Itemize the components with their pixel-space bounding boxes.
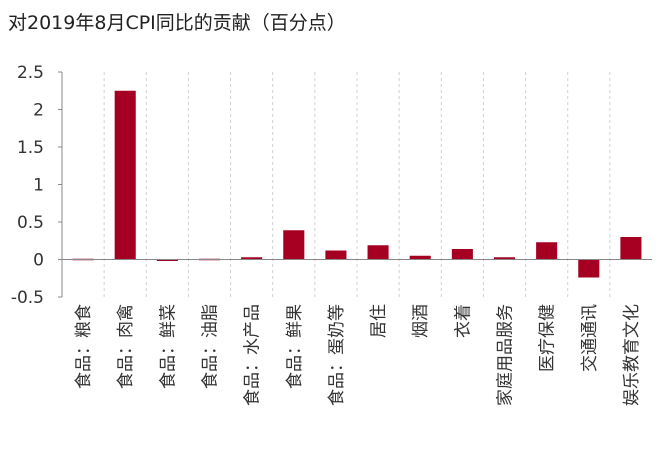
- y-tick-label: 0.5: [17, 213, 44, 233]
- bar: [620, 237, 642, 260]
- bar: [367, 245, 389, 260]
- x-category-label: 家庭用品服务: [496, 304, 516, 406]
- bar: [241, 257, 263, 260]
- y-tick-label: 2.5: [17, 63, 44, 83]
- bar: [114, 90, 136, 260]
- x-category-label: 食品：油脂: [201, 304, 221, 389]
- chart-title: 对2019年8月CPI同比的贡献（百分点）: [8, 12, 346, 34]
- bar: [578, 259, 600, 278]
- x-category-label: 食品：肉禽: [116, 304, 136, 389]
- y-tick-label: 1.5: [17, 138, 44, 158]
- x-category-label: 食品：鲜菜: [158, 304, 178, 389]
- x-category-label: 食品：蛋奶等: [327, 304, 347, 406]
- bar: [325, 250, 347, 260]
- bar: [283, 230, 305, 260]
- y-tick-label: 1: [33, 176, 44, 196]
- x-category-label: 交通通讯: [580, 304, 600, 372]
- x-category-label: 娱乐教育文化: [622, 304, 642, 406]
- x-category-label: 食品：鲜果: [285, 304, 305, 389]
- bar: [156, 259, 178, 261]
- x-category-label: 食品：水产品: [243, 304, 263, 406]
- y-axis-tick-labels: -0.5 0 0.5 1 1.5 2 2.5: [11, 63, 44, 308]
- grid-lines: [103, 72, 611, 297]
- bars: [72, 90, 642, 278]
- x-category-label: 医疗保健: [538, 304, 558, 372]
- x-category-label: 居住: [369, 304, 389, 338]
- y-tick-label: 0: [33, 251, 44, 271]
- bar: [451, 249, 473, 260]
- bar: [409, 255, 431, 260]
- x-axis-category-labels: 食品：粮食 食品：肉禽 食品：鲜菜 食品：油脂 食品：水产品 食品：鲜果 食品：蛋奶等 居住烟…: [74, 304, 642, 406]
- bar: [536, 242, 558, 260]
- y-tick-label: 2: [33, 101, 44, 121]
- y-tick-label: -0.5: [11, 288, 44, 308]
- x-category-label: 烟酒: [411, 304, 431, 338]
- x-category-label: 食品：粮食: [74, 304, 94, 389]
- bar: [493, 257, 516, 260]
- x-category-label: 衣着: [453, 304, 473, 338]
- axes: [58, 71, 652, 298]
